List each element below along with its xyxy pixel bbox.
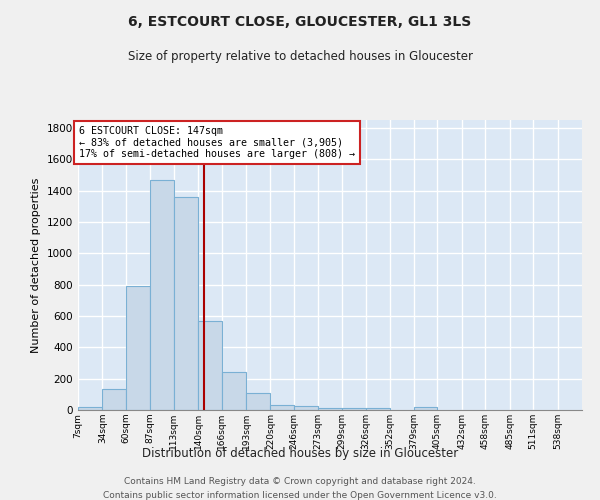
- Bar: [318, 408, 342, 410]
- Bar: [246, 393, 271, 410]
- Bar: [198, 320, 221, 410]
- Y-axis label: Number of detached properties: Number of detached properties: [31, 178, 41, 352]
- Bar: [271, 404, 294, 410]
- Bar: [150, 180, 174, 410]
- Bar: [126, 286, 150, 410]
- Text: Contains public sector information licensed under the Open Government Licence v3: Contains public sector information licen…: [103, 491, 497, 500]
- Bar: [342, 408, 366, 410]
- Text: Distribution of detached houses by size in Gloucester: Distribution of detached houses by size …: [142, 448, 458, 460]
- Text: 6, ESTCOURT CLOSE, GLOUCESTER, GL1 3LS: 6, ESTCOURT CLOSE, GLOUCESTER, GL1 3LS: [128, 15, 472, 29]
- Bar: [366, 408, 389, 410]
- Text: 6 ESTCOURT CLOSE: 147sqm
← 83% of detached houses are smaller (3,905)
17% of sem: 6 ESTCOURT CLOSE: 147sqm ← 83% of detach…: [79, 126, 355, 160]
- Bar: [103, 389, 126, 410]
- Text: Contains HM Land Registry data © Crown copyright and database right 2024.: Contains HM Land Registry data © Crown c…: [124, 478, 476, 486]
- Bar: [78, 407, 103, 410]
- Bar: [174, 197, 198, 410]
- Bar: [294, 406, 318, 410]
- Bar: [221, 372, 246, 410]
- Text: Size of property relative to detached houses in Gloucester: Size of property relative to detached ho…: [128, 50, 473, 63]
- Bar: [414, 407, 437, 410]
